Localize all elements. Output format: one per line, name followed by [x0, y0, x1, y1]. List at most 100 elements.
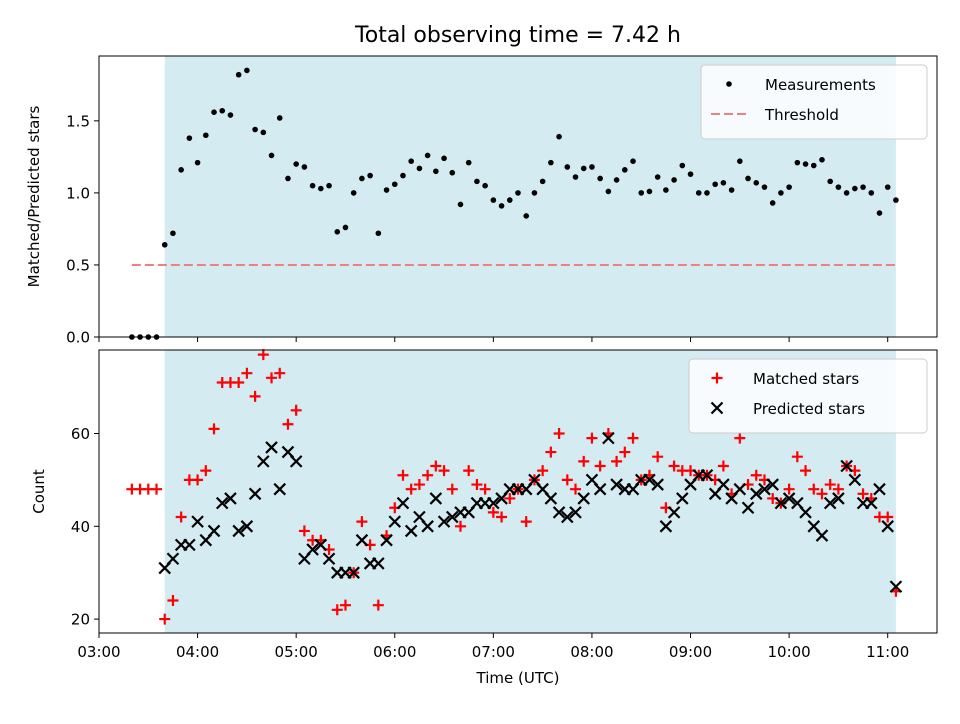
measurement-point: [548, 159, 554, 166]
matched-star-point: [151, 483, 163, 495]
matched-star-point: [619, 446, 631, 458]
measurement-point: [170, 230, 176, 237]
matched-star-point: [627, 432, 639, 444]
matched-star-point: [274, 367, 286, 379]
matched-star-point: [668, 460, 680, 472]
measurement-point: [161, 241, 168, 248]
x-tick-label: 05:00: [275, 643, 318, 661]
predicted-star-point: [322, 552, 336, 566]
y-tick-label: 20: [71, 611, 90, 629]
matched-star-point: [331, 604, 343, 616]
measurement-point: [876, 210, 883, 216]
matched-star-point: [405, 483, 417, 495]
measurement-point: [367, 172, 373, 179]
predicted-star-point: [166, 552, 180, 566]
predicted-star-point: [437, 515, 451, 528]
measurement-point: [441, 155, 447, 162]
predicted-star-point: [257, 455, 270, 468]
y-tick-label: 0.0: [66, 329, 90, 347]
matched-star-point: [200, 465, 212, 477]
measurement-point: [293, 161, 299, 167]
measurement-point: [622, 167, 628, 173]
predicted-star-point: [224, 492, 237, 505]
predicted-star-point: [881, 520, 894, 533]
legend-label: Measurements: [765, 76, 876, 94]
measurement-point: [893, 197, 899, 203]
predicted-star-point: [676, 492, 689, 505]
matched-star-point: [208, 423, 220, 435]
matched-star-point: [356, 516, 368, 528]
matched-star-point: [570, 483, 582, 495]
y-tick-label: 60: [71, 425, 90, 443]
measurement-point: [227, 112, 234, 118]
legend-box: [700, 64, 928, 140]
predicted-star-point: [766, 478, 779, 491]
measurement-point: [326, 182, 332, 189]
measurement-point: [564, 164, 571, 170]
measurement-point: [194, 159, 201, 166]
matched-star-point: [520, 516, 532, 528]
x-tick-label: 03:00: [77, 643, 120, 661]
predicted-star-point: [388, 515, 402, 528]
measurement-point: [424, 152, 431, 159]
matched-star-point: [282, 418, 294, 430]
measurement-point: [260, 129, 267, 136]
predicted-star-point: [749, 487, 763, 501]
x-tick-label: 11:00: [866, 643, 909, 661]
matched-star-point: [454, 520, 466, 532]
top-axes-frame: [98, 55, 938, 338]
measurement-point: [654, 174, 661, 180]
y-tick-label: 1.0: [66, 184, 90, 202]
matched-star-point: [438, 465, 450, 477]
predicted-star-point: [207, 524, 221, 538]
measurement-point: [219, 107, 226, 114]
measurement-point: [704, 190, 710, 196]
measurement-point: [827, 178, 833, 185]
predicted-star-point: [372, 557, 385, 570]
measurement-point: [810, 162, 817, 169]
measurement-point: [728, 187, 735, 193]
measurement-point: [687, 171, 694, 177]
legend-box: [688, 358, 928, 434]
measurement-point: [474, 178, 480, 185]
measurement-point: [498, 203, 505, 209]
predicted-star-point: [610, 478, 623, 491]
predicted-star-point: [758, 482, 771, 496]
measurement-point: [695, 190, 702, 196]
measurement-point: [638, 190, 645, 196]
measurement-point: [178, 167, 184, 173]
matched-star-point: [561, 474, 573, 486]
y-tick-label: 1.5: [66, 112, 90, 130]
measurement-point: [819, 156, 825, 163]
predicted-star-point: [248, 487, 262, 501]
matched-star-point: [808, 483, 820, 495]
measurement-point: [318, 185, 324, 192]
measurement-point: [359, 175, 365, 182]
predicted-star-point: [232, 524, 245, 538]
measurement-point: [769, 200, 776, 206]
matched-star-point: [430, 460, 442, 472]
predicted-star-point: [700, 468, 714, 482]
predicted-star-point: [314, 538, 328, 552]
predicted-star-point: [569, 506, 582, 519]
matched-star-point: [241, 367, 253, 379]
measurement-point: [852, 185, 858, 192]
measurement-point: [334, 229, 341, 235]
predicted-star-point: [306, 543, 319, 556]
measurement-point: [589, 164, 595, 170]
matched-star-point: [479, 483, 491, 495]
matched-star-point: [611, 455, 623, 467]
measurement-point: [235, 71, 242, 78]
predicted-star-point: [602, 431, 615, 445]
matched-star-point: [167, 595, 179, 607]
matched-star-point: [545, 446, 557, 458]
matched-star-point: [471, 479, 483, 491]
predicted-star-point: [191, 515, 204, 528]
measurement-point: [794, 159, 801, 166]
measurement-point: [490, 197, 497, 203]
chart-title: Total observing time = 7.42 h: [354, 23, 681, 48]
legend-label: Predicted stars: [753, 400, 865, 418]
measurement-point: [868, 190, 875, 196]
top-panel: [94, 55, 938, 342]
matched-star-point: [249, 390, 261, 402]
